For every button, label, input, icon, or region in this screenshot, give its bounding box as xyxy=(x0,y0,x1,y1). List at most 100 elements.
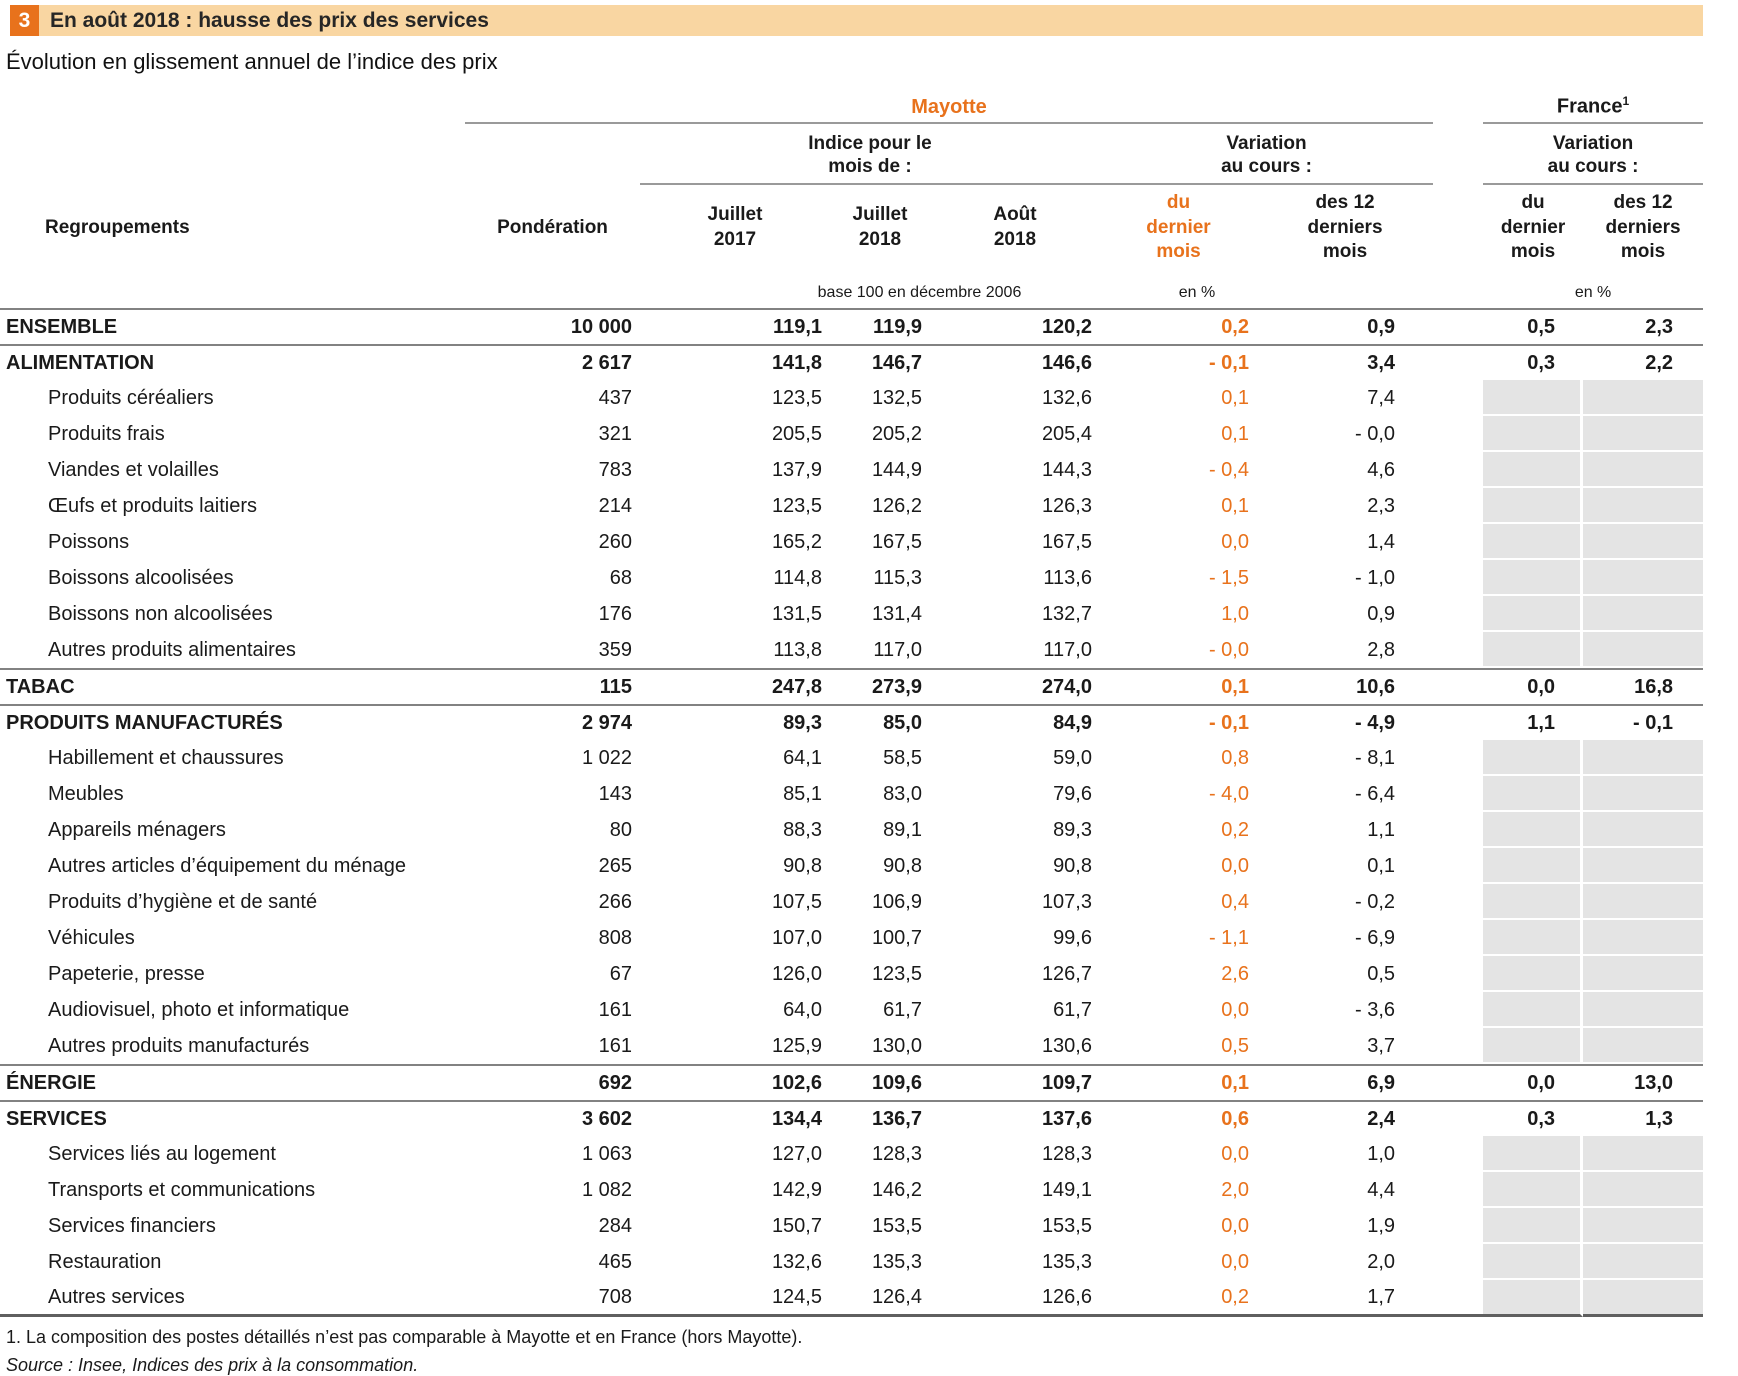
var-12m-france-value xyxy=(1583,1136,1704,1172)
figure-subtitle: Évolution en glissement annuel de l’indi… xyxy=(6,49,498,74)
var-mois-mayotte-value: 0,0 xyxy=(1221,1142,1249,1165)
var-mois-france-value xyxy=(1483,1136,1584,1172)
group-gap-cell xyxy=(1433,271,1483,308)
juillet-2017-value: 205,5 xyxy=(771,422,822,445)
table-row: Appareils ménagers 80 88,3 89,1 89,3 0,2 1,1 xyxy=(0,812,1704,848)
juillet-2018-value: 146,7 xyxy=(830,344,930,380)
group-gap-cell xyxy=(1433,884,1483,920)
ponderation-value: 2 974 xyxy=(465,704,640,740)
var-mois-france-value xyxy=(1483,884,1584,920)
footnote-1: 1. La composition des postes détaillés n… xyxy=(6,1327,803,1347)
table-row: Véhicules 808 107,0 100,7 99,6 - 1,1 - 6,9 xyxy=(0,920,1704,956)
var-mois-france-value xyxy=(1483,380,1584,416)
france-footnote-mark: 1 xyxy=(1622,94,1630,109)
aout-2018-value: 107,3 xyxy=(1041,890,1092,913)
var-mois-mayotte-value: 0,5 xyxy=(1221,1034,1249,1057)
footnotes: 1. La composition des postes détaillés n… xyxy=(6,1327,1703,1376)
row-label: Boissons non alcoolisées xyxy=(48,602,273,625)
unit-percent-mayotte: en % xyxy=(1178,284,1216,301)
row-label: Autres produits manufacturés xyxy=(48,1034,310,1057)
var-12m-mayotte-value: - 1,0 xyxy=(1355,566,1396,589)
var-12m-mayotte-value: - 8,1 xyxy=(1355,746,1396,769)
var-12m-france-value: 16,8 xyxy=(1583,668,1704,704)
var-12m-france-value: 13,0 xyxy=(1583,1064,1704,1100)
juillet-2017-value: 126,0 xyxy=(771,962,822,985)
juillet-2017-value: 125,9 xyxy=(771,1034,822,1057)
var-12m-mayotte-value: 1,9 xyxy=(1367,1214,1396,1237)
group-gap-cell xyxy=(1433,524,1483,560)
juillet-2017-value: 137,9 xyxy=(771,458,822,481)
column-header-regroupements: Regroupements xyxy=(45,217,190,238)
var-12m-mayotte-value: - 0,0 xyxy=(1355,422,1396,445)
aout-2018-value: 135,3 xyxy=(1041,1250,1092,1273)
row-label: Poissons xyxy=(48,530,130,553)
var-12m-mayotte-value: 2,4 xyxy=(1257,1100,1434,1136)
aout-2018-value: 61,7 xyxy=(1053,998,1092,1021)
var-mois-mayotte-value: 0,1 xyxy=(1100,1064,1257,1100)
var-mois-france-value xyxy=(1483,632,1584,668)
var-12m-france-value xyxy=(1583,884,1704,920)
row-label: SERVICES xyxy=(0,1100,465,1136)
table-row: Boissons non alcoolisées 176 131,5 131,4 132… xyxy=(0,596,1704,632)
table-row: Autres services 708 124,5 126,4 126,6 0,2 1,7 xyxy=(0,1280,1704,1317)
ponderation-value: 437 xyxy=(598,386,632,409)
juillet-2017-value: 119,1 xyxy=(640,308,830,344)
table-row: Autres produits alimentaires 359 113,8 117,… xyxy=(0,632,1704,668)
var-12m-mayotte-value: 4,6 xyxy=(1367,458,1396,481)
table-row: Boissons alcoolisées 68 114,8 115,3 113,6 - 1… xyxy=(0,560,1704,596)
juillet-2017-value: 131,5 xyxy=(771,602,822,625)
ponderation-value: 2 617 xyxy=(465,344,640,380)
group-gap-cell xyxy=(1433,416,1483,452)
group-gap-cell xyxy=(1433,596,1483,632)
ponderation-value: 708 xyxy=(465,1280,640,1317)
ponderation-value: 1 063 xyxy=(581,1142,632,1165)
ponderation-value: 284 xyxy=(598,1214,632,1237)
juillet-2017-value: 142,9 xyxy=(771,1178,822,1201)
aout-2018-value: 205,4 xyxy=(1041,422,1092,445)
juillet-2017-value: 85,1 xyxy=(783,782,822,805)
juillet-2017-value: 89,3 xyxy=(640,704,830,740)
row-label: Transports et communications xyxy=(48,1178,316,1201)
group-gap-cell xyxy=(1433,1064,1484,1100)
var-12m-mayotte-value: 0,9 xyxy=(1257,308,1434,344)
juillet-2017-value: 123,5 xyxy=(771,494,822,517)
juillet-2018-value: 146,2 xyxy=(871,1178,922,1201)
juillet-2018-value: 273,9 xyxy=(830,668,930,704)
group-gap-cell xyxy=(1433,1028,1483,1064)
aout-2018-value: 84,9 xyxy=(930,704,1100,740)
var-mois-mayotte-value: 2,0 xyxy=(1221,1178,1249,1201)
unit-percent-france: en % xyxy=(1574,284,1612,301)
aout-2018-value: 153,5 xyxy=(1041,1214,1092,1237)
group-gap-cell xyxy=(1433,88,1483,124)
var-12m-mayotte-value: 10,6 xyxy=(1257,668,1434,704)
var-12m-france-value xyxy=(1583,1028,1704,1064)
juillet-2017-value: 114,8 xyxy=(773,566,822,589)
var-mois-mayotte-value: - 1,5 xyxy=(1208,566,1249,589)
group-gap-cell xyxy=(1433,1136,1483,1172)
var-12m-france-value xyxy=(1583,560,1704,596)
juillet-2018-value: 89,1 xyxy=(883,818,922,841)
table-row: Restauration 465 132,6 135,3 135,3 0,0 2,0 xyxy=(0,1244,1704,1280)
table-row: Produits frais 321 205,5 205,2 205,4 0,1 - 0,0 xyxy=(0,416,1704,452)
var-mois-france-value xyxy=(1483,1280,1584,1317)
column-header-ponderation: Pondération xyxy=(497,216,608,238)
var-12m-mayotte-value: - 0,2 xyxy=(1355,890,1396,913)
var-mois-mayotte-value: 0,0 xyxy=(1221,998,1249,1021)
units-row: base 100 en décembre 2006 en % en % xyxy=(0,271,1703,308)
row-label: ENSEMBLE xyxy=(0,308,465,344)
var-mois-france-value xyxy=(1483,956,1584,992)
group-gap-cell xyxy=(1433,956,1483,992)
group-gap-cell xyxy=(1433,1100,1484,1136)
juillet-2017-value: 247,8 xyxy=(640,668,830,704)
aout-2018-value: 59,0 xyxy=(1053,746,1092,769)
row-label: TABAC xyxy=(0,668,465,704)
juillet-2018-value: 115,3 xyxy=(873,566,922,589)
var-mois-france-value xyxy=(1483,1028,1584,1064)
row-label: Autres produits alimentaires xyxy=(48,638,296,661)
var-12m-france-value: 1,3 xyxy=(1583,1100,1704,1136)
var-12m-mayotte-value: 2,3 xyxy=(1367,494,1396,517)
juillet-2017-value: 150,7 xyxy=(771,1214,822,1237)
var-12m-mayotte-value: 3,4 xyxy=(1257,344,1434,380)
ponderation-value: 10 000 xyxy=(465,308,640,344)
ponderation-value: 115 xyxy=(465,668,640,704)
